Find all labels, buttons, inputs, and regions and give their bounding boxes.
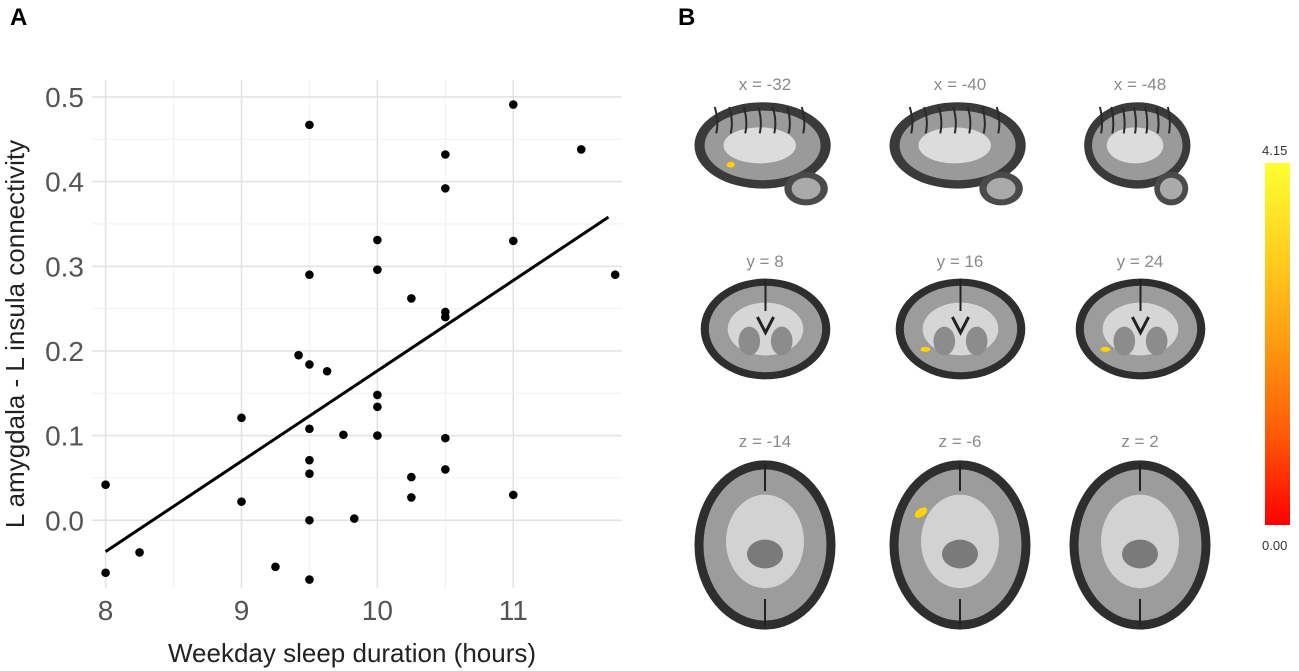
x-axis-label: Weekday sleep duration (hours) [168, 638, 536, 668]
data-point [373, 390, 382, 400]
data-point [322, 366, 332, 376]
data-point [373, 431, 382, 440]
data-point [305, 270, 314, 280]
brain-slice-axial [889, 460, 1031, 630]
slice-label: y = 8 [746, 252, 784, 271]
data-points [101, 100, 620, 584]
data-point [294, 350, 303, 360]
y-axis-label: L amygdala - L insula connectivity [0, 140, 30, 528]
brain-slice-coronal [895, 278, 1025, 380]
data-point [373, 402, 382, 412]
data-point [135, 548, 144, 557]
data-point [237, 413, 246, 423]
slice-label: x = -32 [738, 75, 792, 94]
data-point [305, 424, 314, 434]
slice-label: z = -6 [938, 432, 982, 451]
data-point [237, 497, 246, 506]
slice-label: y = 24 [1116, 252, 1164, 271]
slice-label: y = 16 [936, 252, 984, 271]
y-tick-label: 0.3 [45, 251, 84, 282]
brain-slice-sagittal [693, 102, 831, 206]
data-point [441, 433, 450, 443]
data-point [508, 100, 518, 109]
data-point [441, 184, 450, 193]
data-point [305, 515, 314, 525]
colorbar-min-label: 0.00 [1262, 538, 1288, 553]
data-point [407, 472, 416, 482]
scatter-chart: 0.0 0.1 0.2 0.3 0.4 0.5 8 9 10 11 Weekday sleep … [0, 80, 622, 668]
data-point [349, 514, 359, 523]
y-tick-label: 0.1 [45, 421, 84, 452]
y-tick-label: 0.4 [45, 167, 84, 198]
x-tick-label: 11 [499, 595, 528, 626]
colorbar [1265, 163, 1290, 525]
slice-label: x = -40 [933, 75, 987, 94]
plot-background [92, 80, 622, 588]
data-point [305, 469, 314, 479]
x-tick-labels: 8 9 10 11 [98, 595, 528, 626]
data-point [271, 562, 280, 572]
slice-label: x = -48 [1113, 75, 1167, 94]
regression-line [104, 215, 610, 553]
data-point [508, 490, 518, 500]
y-tick-label: 0.5 [45, 82, 84, 113]
data-point [441, 150, 450, 159]
brain-slice-axial [1069, 460, 1211, 630]
y-tick-label: 0.2 [45, 336, 84, 367]
slice-label: z = -14 [738, 432, 792, 451]
brain-slice-coronal [1075, 278, 1205, 380]
data-point [441, 465, 450, 474]
data-point [305, 455, 314, 465]
data-point [508, 236, 518, 246]
x-tick-label: 9 [234, 595, 250, 626]
data-point [373, 265, 382, 274]
slice-label: z = 2 [1121, 432, 1159, 451]
data-point [373, 235, 382, 245]
panel-a-label: A [10, 4, 28, 31]
data-point [305, 575, 314, 584]
x-tick-label: 8 [98, 595, 114, 626]
data-point [101, 568, 110, 578]
y-tick-label: 0.0 [45, 505, 84, 536]
brain-slice-coronal [700, 278, 830, 380]
data-point [339, 430, 348, 440]
x-tick-label: 10 [362, 595, 393, 626]
data-point [101, 480, 110, 490]
data-point [576, 145, 586, 154]
data-point [441, 312, 450, 322]
panel-b-label: B [678, 4, 696, 31]
data-point [610, 270, 620, 280]
brain-slice-axial [694, 460, 836, 630]
brain-slice-sagittal [1084, 102, 1191, 206]
data-point [305, 120, 314, 130]
data-point [305, 360, 314, 369]
colorbar-max-label: 4.15 [1262, 143, 1288, 158]
y-tick-labels: 0.0 0.1 0.2 0.3 0.4 0.5 [45, 82, 84, 536]
data-point [407, 294, 416, 303]
data-point [407, 493, 416, 502]
brain-slice-sagittal [888, 102, 1026, 206]
